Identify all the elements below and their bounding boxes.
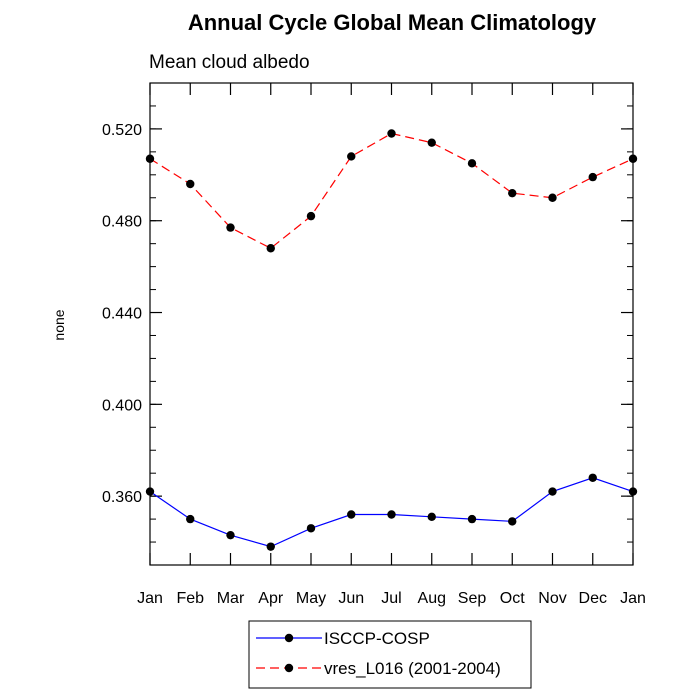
x-tick-label: Nov xyxy=(538,590,566,607)
x-tick-label: Sep xyxy=(458,590,487,607)
data-point-series-2 xyxy=(467,159,477,168)
y-tick-label: 0.400 xyxy=(102,397,142,414)
data-point-series-2 xyxy=(628,154,638,163)
data-point-series-2 xyxy=(226,223,235,232)
chart-title: Annual Cycle Global Mean Climatology xyxy=(188,10,597,35)
data-point-series-2 xyxy=(186,179,195,189)
data-point-series-1 xyxy=(628,487,638,496)
legend: ISCCP-COSP vres_L016 (2001-2004) xyxy=(256,629,501,678)
data-point-series-1 xyxy=(266,542,275,551)
y-tick-label: 0.360 xyxy=(102,489,142,506)
data-point-series-2 xyxy=(306,211,316,221)
x-tick-label: Aug xyxy=(418,590,446,607)
chart-subtitle: Mean cloud albedo xyxy=(149,52,310,73)
x-tick-label: Jan xyxy=(137,590,163,607)
data-point-series-1 xyxy=(186,514,195,524)
data-point-series-2 xyxy=(508,188,517,198)
x-tick-label: May xyxy=(296,590,326,607)
data-point-series-1 xyxy=(588,473,597,482)
data-point-series-1 xyxy=(306,524,316,533)
data-point-series-2 xyxy=(387,129,396,138)
data-point-series-1 xyxy=(387,510,396,519)
data-point-series-1 xyxy=(467,514,477,524)
data-point-series-2 xyxy=(427,138,436,147)
plot-frame xyxy=(149,82,634,566)
data-point-series-1 xyxy=(548,487,557,496)
legend-label-2: vres_L016 (2001-2004) xyxy=(324,659,501,678)
series-line-2 xyxy=(149,132,634,249)
x-tick-label: Apr xyxy=(258,590,284,607)
legend-label-1: ISCCP-COSP xyxy=(324,629,430,648)
x-tick-label: Mar xyxy=(217,590,245,607)
x-tick-label: Oct xyxy=(500,590,525,607)
y-axis-label: none xyxy=(51,309,67,340)
legend-marker-1 xyxy=(284,633,294,643)
data-point-series-2 xyxy=(145,154,155,163)
data-point-series-1 xyxy=(508,517,517,526)
y-tick-label: 0.480 xyxy=(102,214,142,231)
y-tick-label: 0.440 xyxy=(102,306,142,323)
x-tick-label: Feb xyxy=(176,590,204,607)
legend-box xyxy=(248,620,532,689)
data-point-series-2 xyxy=(548,193,557,202)
legend-marker-2 xyxy=(284,663,294,673)
y-tick-label: 0.520 xyxy=(102,122,142,139)
y-axis: 0.360 0.400 0.440 0.480 0.520 xyxy=(102,105,633,566)
x-tick-label: Dec xyxy=(579,590,607,607)
plot-area xyxy=(145,129,638,551)
x-tick-label: Jul xyxy=(381,590,401,607)
data-point-series-1 xyxy=(427,512,436,521)
x-tick-label: Jun xyxy=(338,590,364,607)
x-tick-label: Jan xyxy=(620,590,646,607)
data-point-series-2 xyxy=(347,152,356,161)
data-point-series-1 xyxy=(145,487,155,496)
data-point-series-1 xyxy=(226,530,235,540)
data-point-series-2 xyxy=(588,172,597,182)
x-axis: Jan Feb Mar Apr May Jun Jul Aug Sep Oct Nov Dec Jan xyxy=(137,83,646,607)
data-point-series-2 xyxy=(266,244,275,253)
data-point-series-1 xyxy=(347,510,356,519)
